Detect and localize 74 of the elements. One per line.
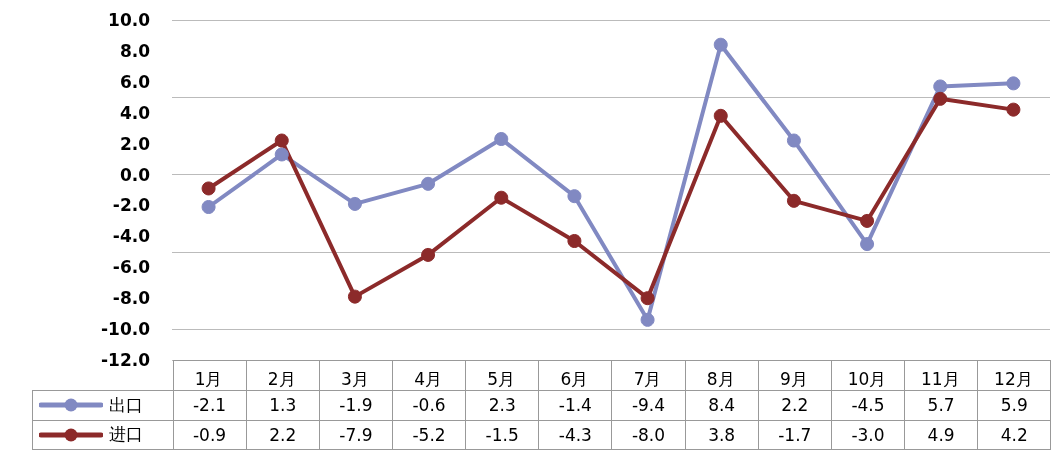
point [786, 133, 801, 148]
x-tick-label: 8月 [706, 368, 735, 389]
data-label: -5.2 [392, 420, 466, 450]
data-label: -8.0 [611, 420, 686, 450]
y-tick-label: 6.0 [119, 71, 151, 92]
point [713, 108, 728, 123]
data-label: -1.5 [465, 420, 539, 450]
data-label: 8.4 [685, 390, 759, 421]
data-label: -2.1 [173, 390, 247, 421]
point [201, 181, 216, 196]
data-label: 4.2 [977, 420, 1051, 450]
data-label: -4.3 [538, 420, 612, 450]
x-tick-label: 6月 [560, 368, 589, 389]
x-tick-label: 5月 [487, 368, 516, 389]
point [347, 196, 362, 211]
point [640, 312, 655, 327]
data-label: -1.7 [758, 420, 832, 450]
y-tick-label: 0.0 [119, 164, 151, 185]
y-tick-label: -10.0 [101, 319, 151, 340]
y-tick-label: -8.0 [112, 288, 151, 309]
point [274, 133, 289, 148]
data-label: -7.9 [319, 420, 393, 450]
y-tick-label: -4.0 [112, 226, 151, 247]
data-label: 2.2 [758, 390, 832, 421]
x-tick-label: 7月 [633, 368, 662, 389]
data-label: 2.3 [465, 390, 539, 421]
point [567, 234, 582, 248]
x-tick-label: 9月 [780, 368, 808, 389]
point [640, 291, 655, 306]
point [860, 213, 875, 228]
x-tick-label: 1月 [194, 368, 223, 389]
data-label: 5.9 [977, 390, 1051, 421]
point [933, 91, 948, 106]
point [347, 289, 362, 304]
point [786, 193, 801, 208]
data-label: -4.5 [831, 390, 905, 421]
x-tick-label: 12月 [994, 368, 1033, 389]
y-tick-label: -12.0 [101, 350, 151, 370]
data-label: 3.8 [685, 420, 759, 450]
x-tick-label: 2月 [267, 368, 296, 389]
data-label: 2.2 [246, 420, 320, 450]
point [494, 190, 509, 205]
data-label: -9.4 [611, 390, 686, 421]
point [860, 237, 875, 252]
legend-label: 出口 [109, 394, 143, 415]
data-label: 4.9 [904, 420, 978, 450]
point [933, 79, 948, 94]
legend-label: 进口 [109, 424, 143, 445]
point [274, 147, 289, 162]
data-label: -0.9 [173, 420, 247, 450]
point [201, 200, 216, 214]
point [421, 176, 436, 191]
data-label: -3.0 [831, 420, 905, 450]
x-tick-label: 11月 [920, 368, 960, 389]
y-tick-label: 4.0 [119, 102, 151, 123]
data-label: 5.7 [904, 390, 978, 421]
x-tick-label: 10月 [847, 368, 887, 389]
y-tick-label: -2.0 [112, 195, 151, 216]
point [494, 132, 509, 146]
data-label: -1.4 [538, 390, 612, 421]
point [713, 37, 728, 52]
data-label: -1.9 [319, 390, 393, 421]
point [567, 189, 582, 204]
y-tick-label: 10.0 [108, 10, 151, 30]
x-tick-label: 3月 [341, 368, 369, 389]
data-label: -0.6 [392, 390, 466, 421]
point [421, 247, 436, 262]
point [1006, 102, 1021, 117]
data-label: 1.3 [246, 390, 320, 421]
point [1006, 76, 1021, 91]
x-tick-label: 4月 [414, 368, 442, 389]
y-tick-label: 2.0 [119, 133, 151, 154]
y-tick-label: -6.0 [112, 257, 151, 278]
y-tick-label: 8.0 [119, 40, 151, 61]
